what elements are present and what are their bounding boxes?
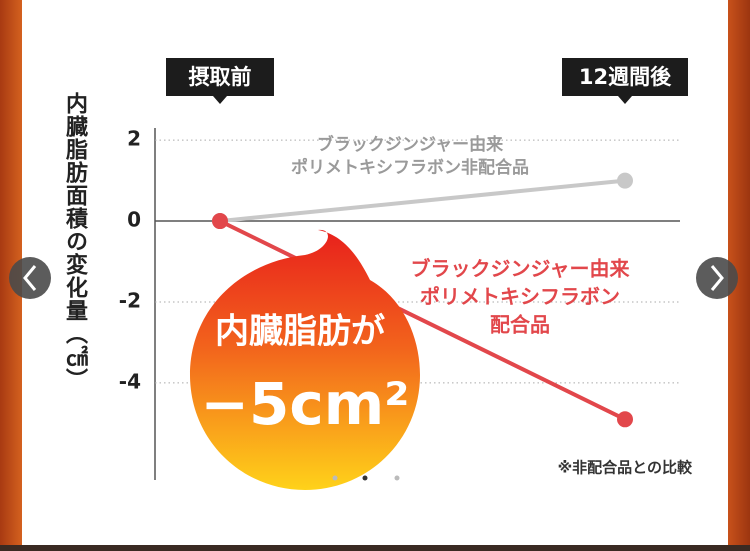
bottom-strip [0,545,750,551]
y-tick-label: 2 [127,127,141,151]
prev-button-bg[interactable] [9,257,51,299]
y-axis-label: 内臓脂肪面積の変化量（㎠） [62,92,87,391]
series-label: ポリメトキシフラボン [420,285,620,309]
badge-value: −5cm² [200,370,409,438]
data-point [617,172,633,189]
prev-icon[interactable] [23,265,37,291]
series-label: 配合品 [490,313,550,337]
badge-text: 内臓脂肪が [215,312,385,352]
category-label: 摂取前 [189,65,252,89]
next-icon[interactable] [710,265,724,291]
series-label: ブラックジンジャー由来 [411,257,631,281]
carousel-dot[interactable] [332,475,338,481]
note: ※非配合品との比較 [558,459,693,477]
carousel-dots [332,475,400,481]
data-point [212,213,228,230]
series-label: ポリメトキシフラボン非配合品 [291,157,529,178]
carousel-dot[interactable] [394,475,400,481]
series-line [219,178,626,224]
badge: 内臓脂肪が −5cm² [190,229,420,490]
data-point [617,411,633,428]
category-tag [562,58,688,96]
series-line [219,219,626,422]
category-tag-pointer [213,96,227,104]
badge-flame [190,229,420,490]
category-label: 12週間後 [579,65,672,89]
category-tag [166,58,274,96]
next-button-bg[interactable] [696,257,738,299]
y-tick-label: -2 [119,288,141,312]
series-label: ブラックジンジャー由来 [317,134,504,155]
y-tick-label: 0 [127,208,141,232]
carousel-dot[interactable] [362,475,368,481]
next-button[interactable] [696,257,738,299]
y-tick-label: -4 [119,369,141,393]
category-tag-pointer [618,96,632,104]
prev-button[interactable] [9,257,51,299]
